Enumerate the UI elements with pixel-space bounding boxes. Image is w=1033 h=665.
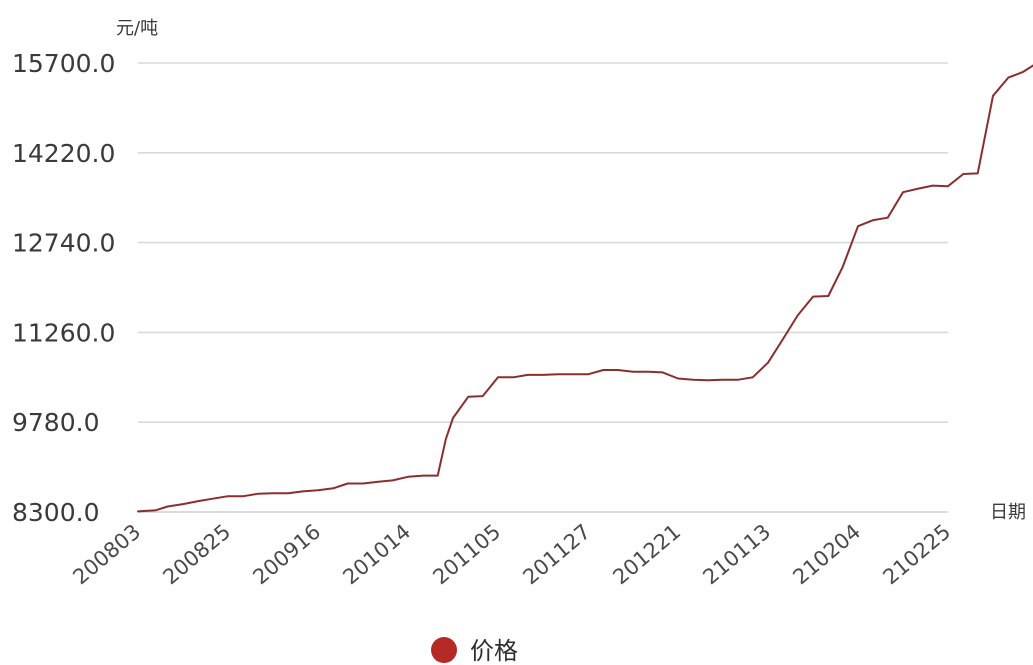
x-tick-label: 201014 xyxy=(338,519,415,589)
y-axis-unit-label: 元/吨 xyxy=(116,18,158,39)
series-line-price xyxy=(137,64,1033,513)
y-tick-labels: 8300.0 9780.0 11260.0 12740.0 14220.0 15700.0 xyxy=(12,49,115,527)
y-tick-label: 14220.0 xyxy=(12,139,115,168)
x-tick-label: 201127 xyxy=(518,519,595,589)
x-tick-label: 201221 xyxy=(608,519,685,589)
x-tick-label: 210113 xyxy=(698,519,775,589)
series-layer xyxy=(137,64,1033,513)
x-axis-label: 日期 xyxy=(990,502,1026,523)
x-tick-label: 201105 xyxy=(428,519,505,589)
y-tick-label: 12740.0 xyxy=(12,229,115,258)
y-tick-label: 8300.0 xyxy=(12,498,99,527)
x-tick-labels: 200803 200825 200916 201014 201105 201127 2012… xyxy=(68,519,955,589)
x-tick-label: 200803 xyxy=(68,519,145,589)
gridlines xyxy=(138,62,948,513)
x-tick-label: 200916 xyxy=(248,519,325,589)
legend-label-price: 价格 xyxy=(470,637,518,665)
x-tick-label: 210204 xyxy=(788,519,865,589)
y-tick-label: 9780.0 xyxy=(12,408,99,437)
x-tick-label: 200825 xyxy=(158,519,235,589)
legend-swatch xyxy=(431,637,457,663)
legend[interactable]: 价格 xyxy=(431,637,518,665)
y-tick-label: 11260.0 xyxy=(12,318,115,347)
y-tick-label: 15700.0 xyxy=(12,49,115,78)
x-tick-label: 210225 xyxy=(878,519,955,589)
